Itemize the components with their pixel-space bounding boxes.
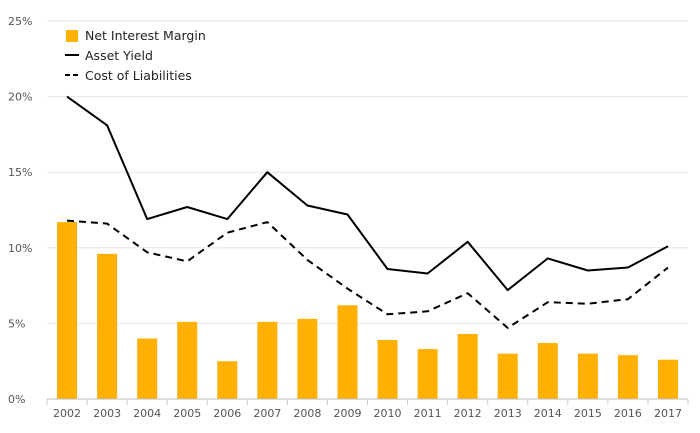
bar-2013 [497, 353, 518, 399]
x-tick-label: 2014 [534, 407, 562, 420]
x-tick-label: 2004 [133, 407, 161, 420]
y-tick-label: 10% [8, 242, 32, 255]
x-tick-label: 2015 [574, 407, 602, 420]
gridlines [47, 20, 688, 324]
line-series-cost-of-liabilities [66, 219, 669, 329]
bar-2008 [297, 318, 318, 399]
legend-label-asset-yield: Asset Yield [85, 48, 153, 63]
x-tick-label: 2006 [213, 407, 241, 420]
x-tick-label: 2013 [494, 407, 522, 420]
x-tick-label: 2012 [454, 407, 482, 420]
x-tick-label: 2009 [333, 407, 361, 420]
y-tick-label: 15% [8, 166, 32, 179]
x-tick-label: 2003 [93, 407, 121, 420]
y-axis: 0% 5% 10% 15% 20% 25% [8, 15, 32, 406]
line-cost-of-liabilities [66, 219, 669, 329]
legend: Net Interest Margin Asset Yield Cost of … [65, 28, 206, 83]
x-tick-label: 2002 [53, 407, 81, 420]
x-tick-label: 2016 [614, 407, 642, 420]
bar-2014 [537, 343, 558, 399]
bar-series-net-interest-margin [57, 222, 678, 399]
bar-2004 [137, 338, 158, 399]
bar-2011 [417, 349, 438, 399]
x-tick-label: 2008 [293, 407, 321, 420]
x-tick-label: 2011 [414, 407, 442, 420]
line-series [66, 95, 669, 329]
bar-2009 [337, 305, 358, 399]
bar-2017 [657, 359, 678, 399]
bar-2002 [57, 222, 78, 399]
legend-label-net-interest-margin: Net Interest Margin [85, 28, 206, 43]
y-tick-label: 0% [8, 393, 25, 406]
bar-2003 [97, 253, 118, 399]
bar-2016 [617, 355, 638, 399]
y-tick-label: 25% [8, 15, 32, 28]
x-tick-label: 2010 [374, 407, 402, 420]
y-tick-label: 5% [8, 317, 25, 330]
bar-2007 [257, 321, 278, 399]
x-tick-label: 2007 [253, 407, 281, 420]
bar-2012 [457, 333, 478, 399]
legend-swatch-net-interest-margin [66, 30, 78, 42]
bar-2015 [577, 353, 598, 399]
bar-2010 [377, 340, 398, 399]
bar-2005 [177, 321, 198, 399]
x-axis: 2002 2003 2004 2005 2006 2007 2008 2009 2010 2011… [46, 398, 689, 420]
bar-2006 [217, 361, 238, 399]
line-asset-yield [66, 95, 669, 292]
line-series-asset-yield [66, 95, 669, 292]
legend-label-cost-of-liabilities: Cost of Liabilities [85, 68, 192, 83]
y-tick-label: 20% [8, 91, 32, 104]
x-tick-label: 2005 [173, 407, 201, 420]
x-tick-label: 2017 [654, 407, 682, 420]
